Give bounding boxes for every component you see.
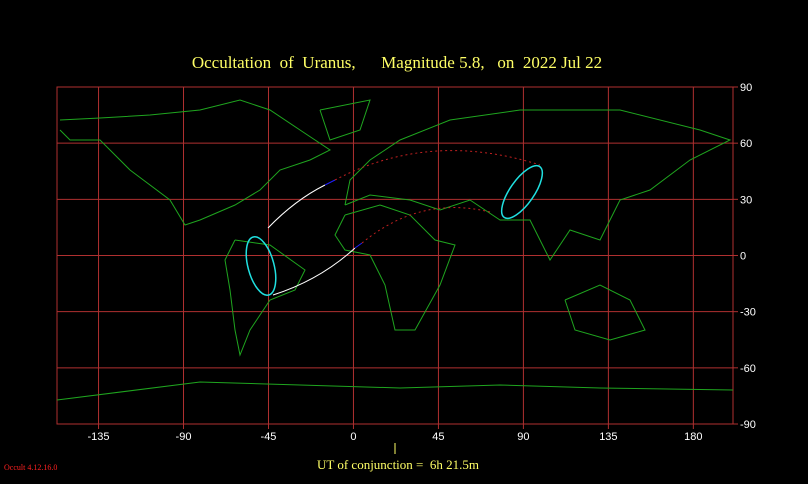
- y-tick-label: 60: [740, 138, 752, 150]
- x-tick-label: 45: [432, 431, 444, 443]
- eurasia: [344, 109, 732, 261]
- occultation-paths: [245, 150, 544, 296]
- version-label: Occult 4.12.16.0: [4, 463, 57, 472]
- x-tick-label: 180: [684, 431, 702, 443]
- y-tick-label: -30: [740, 307, 756, 319]
- path-south-below-horizon: [361, 207, 491, 244]
- y-tick-label: -90: [740, 419, 756, 431]
- australia: [564, 284, 646, 341]
- y-tick-label: 90: [740, 82, 752, 94]
- antarctica: [56, 381, 734, 401]
- x-tick-label: 135: [599, 431, 617, 443]
- y-tick-label: 30: [740, 194, 752, 206]
- path-north-limit: [267, 184, 326, 229]
- y-tick-label: -60: [740, 363, 756, 375]
- y-tick-label: 0: [740, 251, 746, 263]
- path-north-below-horizon: [334, 150, 541, 181]
- path-north-daylight: [324, 179, 336, 186]
- east-limit-ellipse: [500, 164, 544, 220]
- coastlines: [56, 99, 734, 401]
- grid: -135 -90 -45 0 45 90 135 180 90 60 30 0 -30 -60 -90: [56, 82, 756, 443]
- conjunction-time: UT of conjunction = 6h 21.5m: [317, 457, 479, 472]
- x-tick-label: -45: [261, 431, 277, 443]
- south-america: [224, 239, 306, 357]
- north-america: [59, 99, 331, 226]
- path-south-daylight: [354, 242, 363, 249]
- west-limit-ellipse: [245, 236, 277, 296]
- greenland: [319, 99, 371, 141]
- x-tick-label: 90: [517, 431, 529, 443]
- x-tick-label: 0: [350, 431, 356, 443]
- path-south-limit: [272, 247, 356, 296]
- x-tick-label: -90: [176, 431, 192, 443]
- x-tick-label: -135: [88, 431, 110, 443]
- map-title: Occultation of Uranus, Magnitude 5.8, on…: [192, 53, 602, 72]
